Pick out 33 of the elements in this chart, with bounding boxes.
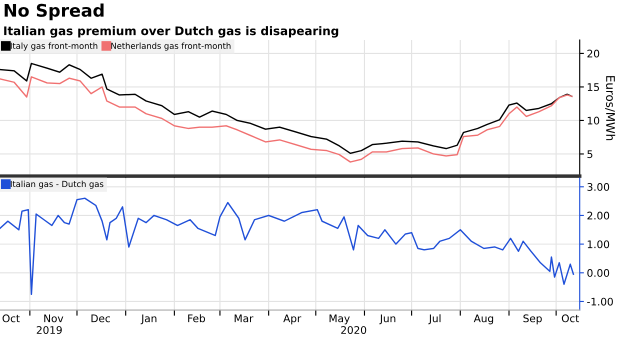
- y-tick-label: 3.00: [587, 183, 610, 191]
- x-tick-label: Jan: [140, 314, 156, 324]
- text: 2020: [341, 326, 366, 334]
- x-tick-label: Jun: [379, 314, 396, 324]
- y-tick-label: 10: [588, 116, 600, 125]
- x-tick-label: Nov: [44, 314, 64, 322]
- y-axis-title: Euros/MWh: [605, 76, 616, 140]
- chart-title: No Spread: [4, 3, 104, 20]
- y-tick-label: 5: [587, 150, 592, 158]
- x-tick-label: Aug: [474, 314, 494, 324]
- x-tick-label: Dec: [91, 314, 110, 322]
- chart-subtitle: Italian gas premium over Dutch gas is disapearing: [4, 26, 338, 38]
- x-tick-label: Sep: [523, 314, 542, 324]
- legend-label: Italian gas - Dutch gas: [10, 180, 104, 189]
- y-tick-label: 20: [587, 50, 600, 58]
- x-tick-label: May: [330, 314, 350, 324]
- y-tick-label: 1.00: [588, 240, 610, 248]
- x-tick-label: Mar: [234, 314, 254, 322]
- line-series: [0, 76, 573, 163]
- text: 2019: [36, 326, 62, 334]
- line-series: [0, 198, 574, 295]
- x-tick-label: Feb: [188, 314, 206, 322]
- x-tick-label: Apr: [283, 314, 302, 324]
- x-tick-label: Jul: [428, 314, 440, 324]
- x-tick-label: Oct: [562, 314, 580, 322]
- y-tick-label: 2.00: [587, 212, 610, 220]
- line-series: [0, 62, 573, 154]
- y-tick-label: 15: [588, 83, 599, 92]
- y-tick-label: 0.00: [587, 269, 610, 277]
- legend-label: Italy gas front-month: [10, 42, 98, 51]
- legend-label: Netherlands gas front-month: [111, 42, 230, 51]
- x-tick-label: Oct: [2, 314, 20, 322]
- y-tick-label: -1.00: [587, 298, 613, 306]
